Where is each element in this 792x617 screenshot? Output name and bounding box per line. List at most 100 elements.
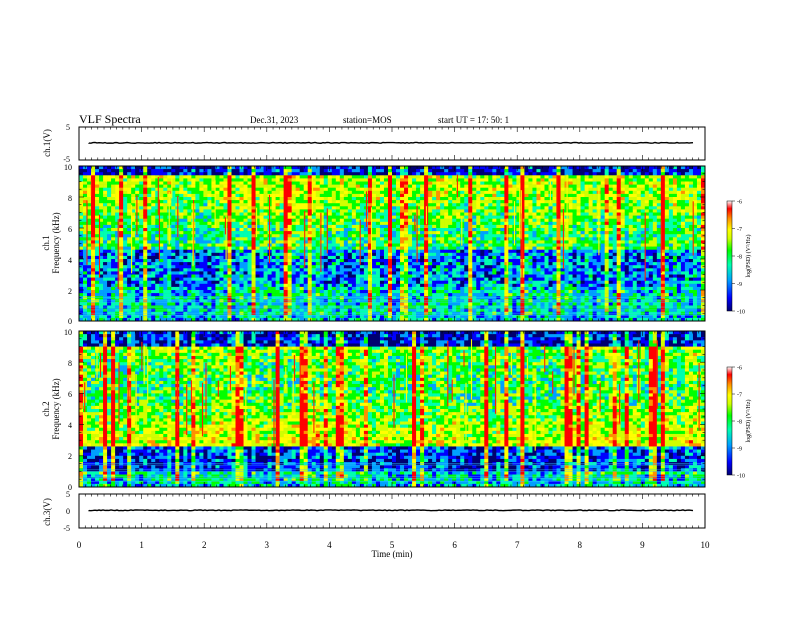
spectrogram-cell: [139, 181, 144, 185]
spectrogram-cell: [295, 265, 300, 269]
spectrogram-cell: [456, 283, 461, 288]
spectrogram-cell: [219, 271, 224, 275]
spectrogram-cell: [448, 166, 453, 170]
spectrogram-cell: [215, 271, 220, 275]
spectrogram-cell: [319, 280, 325, 285]
spectrogram-cell: [343, 283, 349, 288]
spectrogram-cell: [175, 274, 180, 278]
spectrogram-cell: [371, 178, 377, 182]
spectrogram-cell: [359, 200, 365, 204]
spectrogram-cell: [420, 175, 425, 179]
spectrogram-cell: [343, 246, 349, 250]
spectrogram-cell: [315, 200, 321, 204]
spectrogram-cell: [215, 203, 220, 207]
spectrogram-cell: [279, 203, 284, 207]
spectrogram-cell: [219, 246, 224, 250]
spectrogram-cell: [375, 200, 381, 204]
spectrogram-cell: [235, 172, 240, 176]
spectrogram-cell: [472, 277, 477, 281]
spectrogram-cell: [227, 271, 232, 275]
spectrogram-cell: [371, 259, 377, 263]
spectrogram-cell: [251, 231, 256, 235]
spectrogram-cell: [267, 314, 272, 319]
spectrogram-cell: [87, 274, 92, 278]
spectrogram-cell: [195, 290, 200, 294]
spectrogram-cell: [175, 243, 180, 247]
spectrogram-cell: [223, 200, 228, 204]
spectrogram-cell: [351, 265, 357, 269]
spectrogram-cell: [179, 290, 184, 294]
spectrogram-cell: [231, 259, 236, 263]
spectrogram-cell: [239, 308, 244, 312]
spectrogram-cell: [103, 280, 108, 285]
spectrogram-cell: [151, 181, 156, 185]
spectrogram-cell: [99, 296, 104, 300]
spectrogram-cell: [303, 265, 309, 269]
spectrogram-cell: [359, 274, 365, 278]
spectrogram-cell: [343, 169, 349, 173]
spectrogram-cell: [359, 259, 365, 263]
spectrogram-cell: [287, 314, 292, 319]
spectrogram-cell: [307, 221, 313, 226]
spectrogram-cell: [331, 187, 337, 192]
spectrogram-cell: [291, 308, 296, 312]
spectrogram-cell: [396, 308, 401, 312]
spectrogram-cell: [307, 280, 313, 285]
spectrogram-cell: [255, 259, 260, 263]
spectrogram-cell: [456, 255, 461, 260]
spectrogram-cell: [111, 286, 116, 291]
spectrogram-cell: [424, 314, 429, 319]
spectrogram-cell: [400, 262, 405, 266]
spectrogram-cell: [428, 178, 433, 182]
spectrogram-cell: [231, 302, 236, 306]
spectrogram-cell: [339, 259, 345, 263]
spectrogram-cell: [299, 265, 305, 269]
spectrogram-cell: [227, 243, 232, 247]
spectrogram-cell: [251, 280, 256, 285]
spectrogram-cell: [187, 290, 192, 294]
spectrogram-cell: [271, 271, 276, 275]
spectrogram-cell: [103, 215, 108, 219]
spectrogram-cell: [307, 243, 313, 247]
spectrogram-cell: [315, 166, 321, 170]
spectrogram-cell: [259, 249, 264, 254]
spectrogram-cell: [247, 293, 252, 297]
spectrogram-cell: [171, 271, 176, 275]
spectrogram-cell: [387, 166, 393, 170]
spectrogram-cell: [259, 259, 264, 263]
spectrogram-cell: [267, 181, 272, 185]
spectrogram-cell: [167, 246, 172, 250]
spectrogram-cell: [468, 190, 473, 195]
spectrogram-cell: [375, 302, 381, 306]
spectrogram-cell: [227, 231, 232, 235]
spectrogram-cell: [159, 237, 164, 241]
spectrogram-cell: [187, 240, 192, 244]
spectrogram-cell: [95, 184, 100, 188]
spectrogram-cell: [275, 221, 280, 226]
spectrogram-cell: [432, 234, 437, 238]
spectrogram-cell: [347, 249, 353, 254]
spectrogram-cell: [255, 200, 260, 204]
spectrogram-cell: [355, 274, 361, 278]
spectrogram-cell: [219, 209, 224, 213]
spectrogram-cell: [95, 265, 100, 269]
spectrogram-cell: [315, 237, 321, 241]
spectrogram-cell: [223, 181, 228, 185]
spectrogram-cell: [223, 290, 228, 294]
spectrogram-cell: [460, 268, 465, 272]
spectrogram-cell: [311, 178, 317, 182]
spectrogram-cell: [243, 296, 248, 300]
spectrogram-cell: [335, 252, 341, 257]
spectrogram-cell: [383, 175, 389, 179]
spectrogram-cell: [323, 197, 329, 201]
spectrogram-cell: [163, 218, 168, 223]
spectrogram-cell: [239, 280, 244, 285]
spectrogram-cell: [115, 286, 120, 291]
spectrogram-cell: [139, 274, 144, 278]
spectrogram-cell: [167, 243, 172, 247]
spectrogram-cell: [355, 231, 361, 235]
spectrogram-cell: [259, 181, 264, 185]
spectrogram-cell: [444, 249, 449, 254]
spectrogram-cell: [147, 193, 152, 198]
spectrogram-cell: [420, 274, 425, 278]
